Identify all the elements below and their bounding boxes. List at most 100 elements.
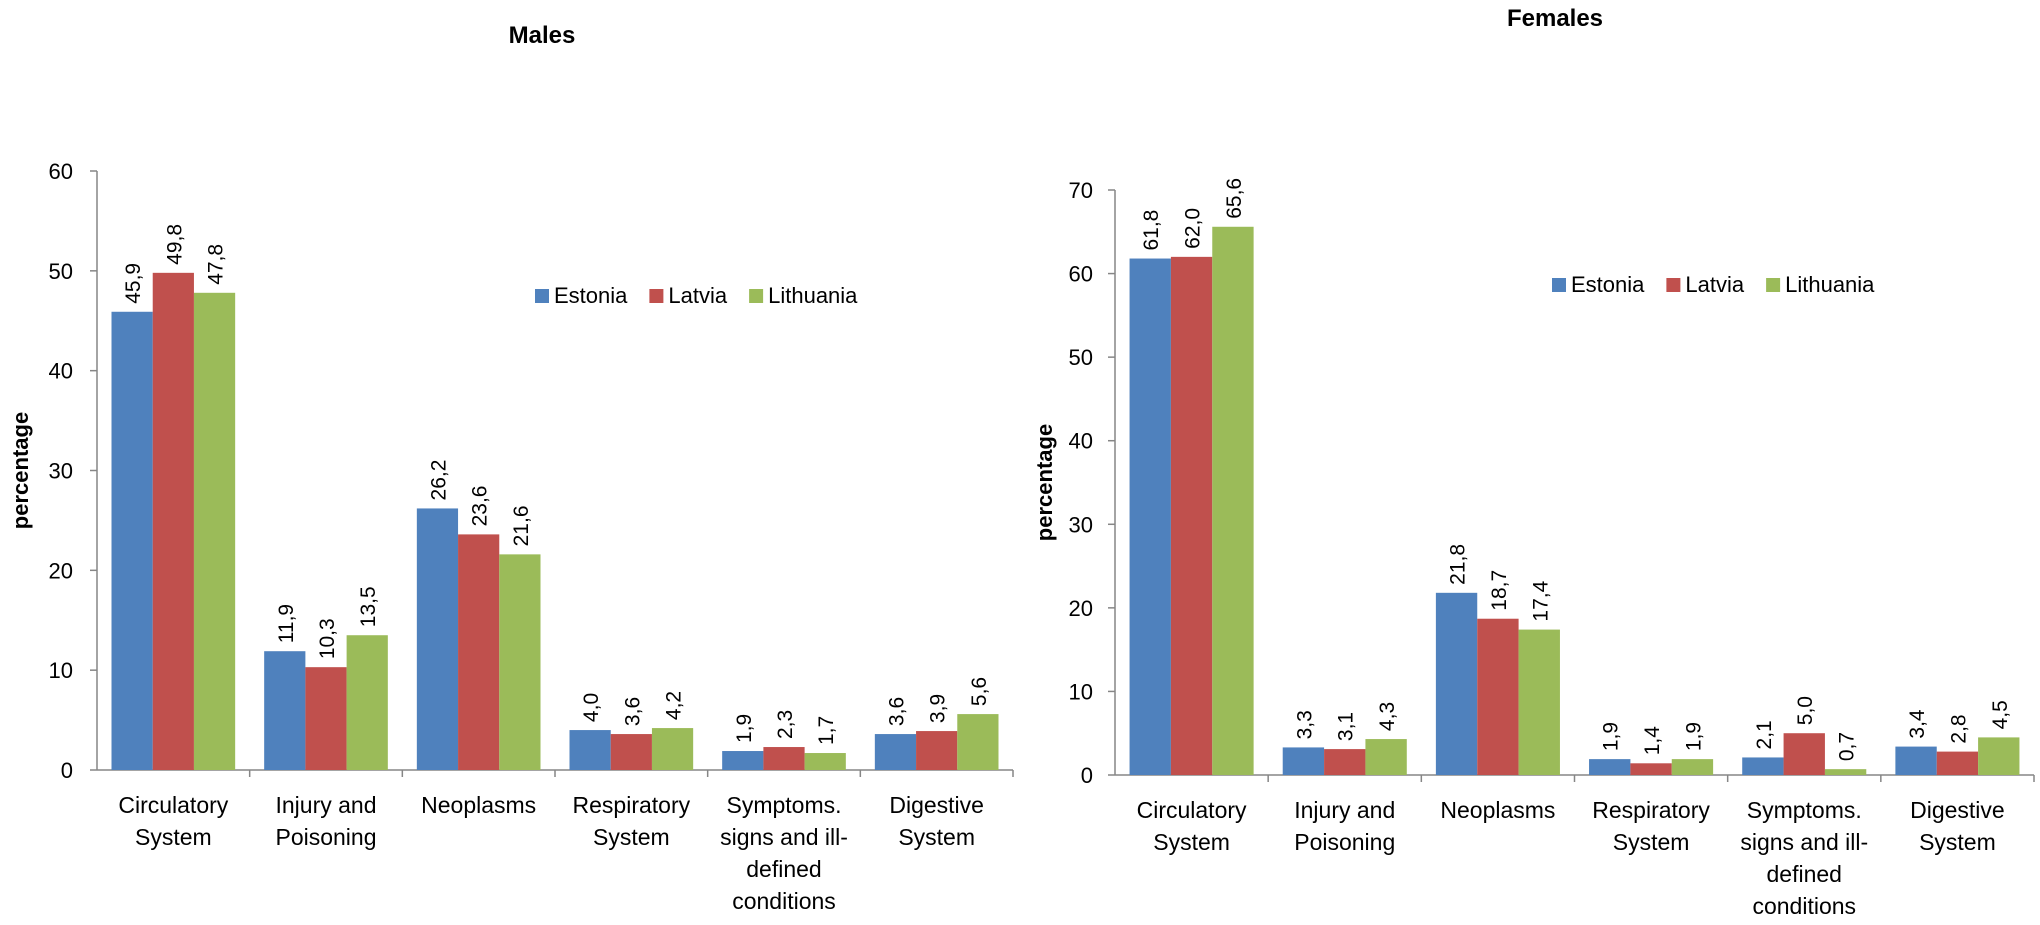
legend-label: Lithuania — [768, 283, 858, 308]
y-axis-label: percentage — [1032, 424, 1057, 541]
legend-label: Estonia — [1571, 272, 1645, 297]
bar-latvia-1 — [305, 667, 347, 770]
data-label: 62,0 — [1182, 208, 1205, 249]
category-label: Neoplasms — [421, 792, 536, 818]
bar-estonia-3 — [569, 730, 611, 770]
y-tick-label: 0 — [1081, 763, 1093, 788]
legend-swatch-estonia — [535, 289, 549, 303]
bar-estonia-4 — [1742, 757, 1784, 775]
y-tick-label: 10 — [1069, 679, 1093, 704]
y-tick-label: 50 — [1069, 345, 1093, 370]
category-label: System — [1153, 829, 1230, 855]
data-label: 4,5 — [1989, 700, 2012, 729]
legend-swatch-estonia — [1552, 278, 1566, 292]
category-label: Respiratory — [573, 792, 691, 818]
bar-estonia-2 — [416, 508, 459, 770]
data-label: 45,9 — [122, 263, 145, 304]
category-label: Circulatory — [118, 792, 228, 818]
data-label: 10,3 — [316, 618, 339, 659]
category-label: Poisoning — [1294, 829, 1395, 855]
category-label: signs and ill- — [1740, 829, 1868, 855]
data-label: 1,7 — [815, 716, 838, 745]
category-label: System — [1919, 829, 1996, 855]
category-label: defined — [746, 856, 821, 882]
bar-estonia-2 — [1435, 592, 1478, 775]
data-label: 3,6 — [885, 697, 908, 726]
data-label: 3,4 — [1906, 709, 1929, 739]
legend-label: Estonia — [554, 283, 628, 308]
data-label: 65,6 — [1223, 178, 1246, 219]
category-label: defined — [1767, 861, 1842, 887]
bar-estonia-1 — [264, 651, 306, 770]
bar-latvia-4 — [763, 747, 805, 770]
y-tick-label: 70 — [1069, 178, 1093, 203]
bar-latvia-4 — [1783, 733, 1825, 775]
bar-lithuania-4 — [804, 753, 846, 770]
category-label: Poisoning — [275, 824, 376, 850]
legend-swatch-lithuania — [749, 289, 764, 303]
category-label: Symptoms. — [726, 792, 841, 818]
data-label: 26,2 — [427, 460, 450, 501]
y-tick-label: 60 — [1069, 262, 1093, 287]
data-label: 47,8 — [205, 244, 228, 285]
category-label: Injury and — [1294, 797, 1395, 823]
category-label: Symptoms. — [1747, 797, 1862, 823]
y-tick-label: 60 — [49, 159, 73, 184]
y-tick-label: 10 — [49, 658, 73, 683]
bar-lithuania-5 — [957, 714, 999, 770]
legend-swatch-latvia — [1666, 278, 1681, 292]
data-label: 5,6 — [968, 677, 991, 706]
data-label: 49,8 — [163, 224, 186, 265]
bar-latvia-0 — [1170, 256, 1213, 775]
category-label: Circulatory — [1137, 797, 1247, 823]
bar-latvia-2 — [458, 534, 500, 770]
data-label: 1,9 — [1682, 722, 1705, 751]
category-label: signs and ill- — [720, 824, 848, 850]
category-label: Digestive — [1910, 797, 2005, 823]
y-tick-label: 40 — [1069, 429, 1093, 454]
data-label: 13,5 — [357, 586, 380, 627]
bar-estonia-3 — [1589, 759, 1631, 775]
data-label: 2,8 — [1947, 714, 1970, 743]
y-tick-label: 50 — [49, 259, 73, 284]
bar-estonia-4 — [722, 751, 764, 770]
chart-males: Males percentage 0 10 20 30 40 50 60 45,9 49,8 47,8… — [8, 22, 1014, 914]
data-label: 3,3 — [1293, 710, 1316, 739]
data-label: 11,9 — [275, 604, 298, 643]
chart-title: Females — [1507, 5, 1603, 32]
data-label: 23,6 — [469, 486, 492, 527]
data-label: 21,6 — [510, 505, 533, 546]
y-axis-label: percentage — [8, 412, 33, 529]
bar-latvia-5 — [916, 731, 958, 770]
bar-estonia-0 — [111, 311, 153, 770]
data-label: 17,4 — [1529, 580, 1552, 621]
bar-estonia-0 — [1129, 258, 1171, 775]
data-label: 3,6 — [621, 697, 644, 726]
bar-latvia-2 — [1477, 618, 1519, 775]
y-tick-label: 30 — [49, 459, 73, 484]
y-tick-label: 0 — [61, 758, 73, 783]
category-label: System — [593, 824, 670, 850]
bar-lithuania-4 — [1824, 769, 1867, 775]
category-label: conditions — [1752, 893, 1856, 919]
data-label: 18,7 — [1488, 570, 1511, 611]
chart-females: Females percentage 0 10 20 30 40 50 60 70 61,8 62,0… — [1032, 5, 2035, 919]
bar-lithuania-0 — [193, 292, 236, 770]
data-label: 5,0 — [1794, 696, 1817, 725]
data-label: 4,0 — [580, 693, 603, 722]
y-tick-label: 20 — [49, 558, 73, 583]
legend: Estonia Latvia Lithuania — [535, 283, 858, 308]
data-label: 4,2 — [663, 691, 686, 720]
data-label: 3,1 — [1335, 712, 1358, 741]
data-label: 1,4 — [1641, 726, 1664, 756]
bar-latvia-3 — [1630, 763, 1672, 775]
bar-estonia-5 — [874, 734, 917, 770]
bar-latvia-1 — [1324, 749, 1366, 775]
legend-swatch-latvia — [649, 289, 664, 303]
category-label: conditions — [732, 888, 836, 914]
category-label: System — [135, 824, 212, 850]
category-label: Injury and — [275, 792, 376, 818]
y-tick-label: 30 — [1069, 512, 1093, 537]
category-label: Digestive — [889, 792, 984, 818]
